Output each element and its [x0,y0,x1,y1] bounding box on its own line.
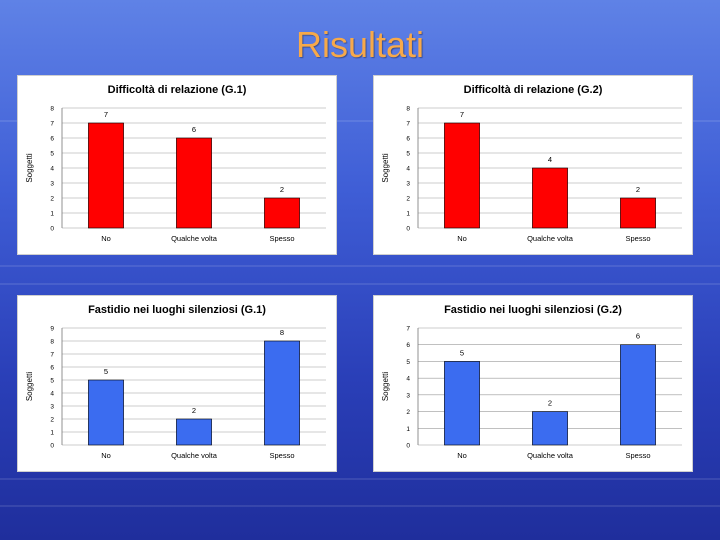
y-tick-label: 0 [50,226,54,233]
y-tick-label: 8 [50,106,54,113]
y-tick-label: 4 [406,376,410,383]
y-tick-label: 8 [50,339,54,346]
data-label: 6 [636,332,640,341]
y-axis-label: Soggetti [25,372,34,402]
y-tick-label: 3 [50,181,54,188]
x-tick-label: No [457,234,467,243]
x-tick-label: Qualche volta [171,234,218,243]
data-label: 5 [460,348,464,357]
data-label: 2 [192,406,196,415]
chart-title: Fastidio nei luoghi silenziosi (G.2) [444,304,622,316]
y-tick-label: 3 [50,404,54,411]
bar [444,122,480,229]
bar [264,340,300,446]
y-tick-label: 5 [50,378,54,385]
y-axis-label: Soggetti [381,153,390,183]
bar [620,197,656,229]
bar-chart-2: Difficoltà di relazione (G.2) 0 1 2 3 4 5 6 7 8 So… [381,84,682,243]
x-tick-label: Spesso [269,234,294,243]
y-tick-label: 7 [406,121,410,128]
bar [444,361,480,446]
x-tick-label: No [457,451,467,460]
chart-panel-4: Fastidio nei luoghi silenziosi (G.2) 0 1 2 3… [373,295,693,472]
y-tick-label: 0 [406,443,410,450]
data-label: 7 [460,110,464,119]
y-tick-label: 5 [406,359,410,366]
y-tick-label: 4 [406,166,410,173]
y-tick-label: 2 [406,409,410,416]
bar [620,344,656,446]
y-tick-label: 1 [406,211,410,218]
bar [176,137,212,229]
y-tick-label: 2 [50,417,54,424]
y-tick-label: 8 [406,106,410,113]
chart-panel-3: Fastidio nei luoghi silenziosi (G.1) 0 1 2 3… [17,295,337,472]
y-tick-label: 3 [406,392,410,399]
y-tick-label: 7 [406,326,410,333]
data-label: 6 [192,125,196,134]
data-label: 2 [280,185,284,194]
data-label: 5 [104,367,108,376]
y-tick-label: 1 [50,211,54,218]
y-tick-label: 2 [406,196,410,203]
chart-panel-2: Difficoltà di relazione (G.2) 0 1 2 3 4 5 6 7 8 So… [373,75,693,255]
x-tick-label: Spesso [625,451,650,460]
y-axis-label: Soggetti [381,372,390,402]
bar [264,197,300,229]
y-tick-label: 0 [406,226,410,233]
bar-chart-3: Fastidio nei luoghi silenziosi (G.1) 0 1 2 3… [25,304,326,460]
y-tick-label: 2 [50,196,54,203]
bar-chart-4: Fastidio nei luoghi silenziosi (G.2) 0 1 2 3… [381,304,682,460]
y-axis-label: Soggetti [25,153,34,183]
y-tick-label: 6 [406,136,410,143]
y-tick-label: 4 [50,166,54,173]
x-tick-label: Qualche volta [171,451,218,460]
y-tick-label: 7 [50,352,54,359]
y-tick-label: 9 [50,326,54,333]
chart-title: Difficoltà di relazione (G.2) [464,84,603,96]
x-tick-label: No [101,451,111,460]
bar-chart-1: Difficoltà di relazione (G.1) 0 1 2 3 4 5 6 7 8 So… [25,84,326,243]
y-tick-label: 3 [406,181,410,188]
bar [532,411,568,446]
y-tick-label: 1 [50,430,54,437]
bar [88,122,124,229]
chart-title: Fastidio nei luoghi silenziosi (G.1) [88,304,266,316]
bar [88,379,124,446]
y-tick-label: 6 [406,342,410,349]
data-label: 2 [548,399,552,408]
bar [176,418,212,446]
page-title: Risultati [295,24,425,65]
y-tick-label: 1 [406,426,410,433]
y-tick-label: 7 [50,121,54,128]
x-tick-label: Spesso [269,451,294,460]
x-tick-label: Qualche volta [527,451,574,460]
data-label: 8 [280,328,284,337]
data-label: 7 [104,110,108,119]
y-tick-label: 6 [50,136,54,143]
y-tick-label: 5 [50,151,54,158]
bar [532,167,568,229]
y-tick-label: 5 [406,151,410,158]
y-tick-label: 0 [50,443,54,450]
x-tick-label: Qualche volta [527,234,574,243]
chart-panel-1: Difficoltà di relazione (G.1) 0 1 2 3 4 5 6 7 8 So… [17,75,337,255]
y-tick-label: 4 [50,391,54,398]
x-tick-label: No [101,234,111,243]
data-label: 2 [636,185,640,194]
data-label: 4 [548,155,552,164]
chart-title: Difficoltà di relazione (G.1) [108,84,247,96]
y-tick-label: 6 [50,365,54,372]
x-tick-label: Spesso [625,234,650,243]
